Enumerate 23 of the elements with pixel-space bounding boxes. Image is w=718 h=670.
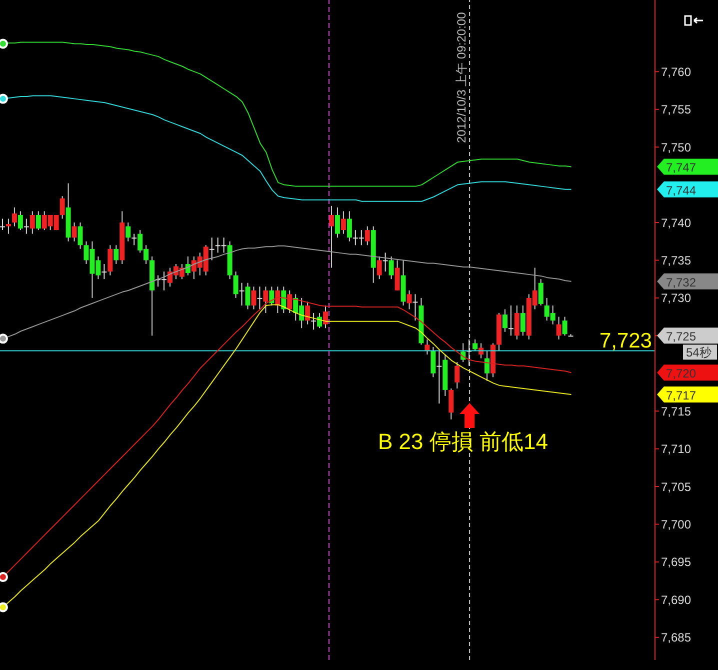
text: 7,725 [666,330,696,344]
y-tick-label: 7,700 [661,517,692,532]
text: 7,732 [666,275,696,290]
y-tick-label: 7,690 [661,592,692,607]
text: 7,717 [666,388,696,402]
text: 7,720 [666,366,696,381]
y-tick-label: 7,685 [661,630,692,645]
text: 7,747 [666,160,696,175]
ref-line-label: 7,723 [599,330,652,353]
y-tick-label: 7,750 [661,140,692,154]
y-tick-label: 7,760 [661,64,692,79]
y-tick-label: 7,740 [661,216,692,230]
y-tick-label: 7,735 [661,253,692,268]
y-tick-label: 7,705 [661,480,692,494]
y-tick-label: 7,710 [661,442,692,456]
text: 7,744 [666,183,696,198]
y-tick-label: 7,715 [661,404,692,418]
annotation: B 23 停損 前低14 [378,429,548,454]
y-tick-label: 7,755 [661,102,692,117]
y-tick-label: 7,695 [661,555,692,570]
text: 54秒 [686,346,712,360]
y-tick-label: 7,730 [661,291,692,306]
annotation: 2012/10/3 上午 09:20:00 [454,12,469,143]
